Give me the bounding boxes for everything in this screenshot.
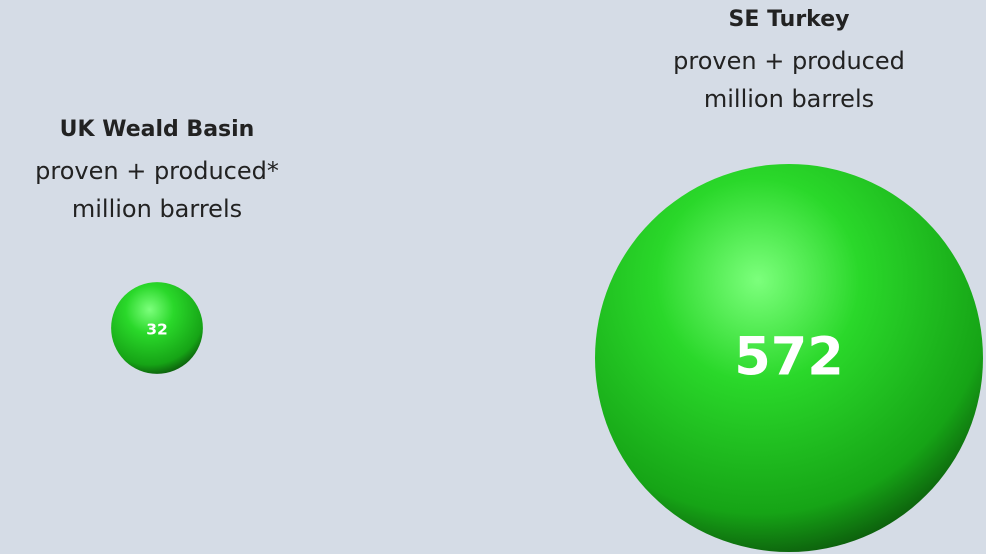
bubble-title: SE Turkey <box>729 7 850 32</box>
bubble-description: proven + produced* <box>35 157 279 185</box>
value-label: 32 <box>146 321 168 339</box>
bubble-description: proven + produced <box>673 47 905 75</box>
bubble-title: UK Weald Basin <box>60 117 255 142</box>
bubble <box>595 164 983 552</box>
bubble-description: million barrels <box>704 85 874 113</box>
value-label: 572 <box>734 327 844 388</box>
bubble-description: million barrels <box>72 195 242 223</box>
bubble <box>111 282 203 374</box>
